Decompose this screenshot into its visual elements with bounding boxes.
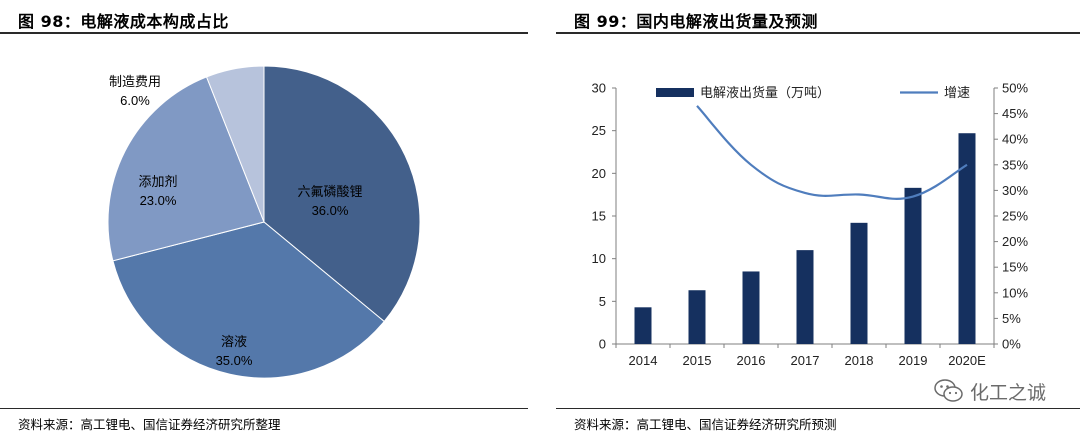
pie-panel-header: 图 98：电解液成本构成占比: [0, 0, 528, 34]
pie-slice-value-label: 36.0%: [312, 203, 349, 218]
bar-chart-title: 图 99：国内电解液出货量及预测: [574, 12, 818, 31]
pie-chart: 六氟磷酸锂 36.0% 溶液 35.0% 添加剂 23.0% 制造费用 6.0%: [107, 65, 421, 379]
right-y-tick-label: 30%: [1002, 183, 1028, 198]
pie-slice-value-label: 6.0%: [120, 93, 150, 108]
pie-chart-title: 图 98：电解液成本构成占比: [18, 12, 229, 31]
right-y-tick-label: 45%: [1002, 106, 1028, 121]
bar-panel-footer: 资料来源：高工锂电、国信证券经济研究所预测: [556, 408, 1080, 440]
left-y-tick-label: 0: [599, 337, 606, 352]
bar-line-chart: 0 5 10 15 20 25 30 0% 5% 10% 15% 20% 25% 30% 35% 40% 45%…: [592, 81, 1029, 369]
pie-slice: [107, 76, 265, 262]
legend-bar-swatch: [656, 88, 694, 97]
header-rule: [0, 32, 528, 34]
right-y-tick-label: 40%: [1002, 132, 1028, 147]
growth-line: [696, 105, 968, 200]
footer-rule: [0, 408, 528, 409]
wechat-icon: [934, 379, 963, 402]
pie-source-note: 资料来源：高工锂电、国信证券经济研究所整理: [18, 417, 281, 432]
pie-panel: 图 98：电解液成本构成占比 六氟磷酸锂 36.0% 溶液 35.0% 添加剂 23.0%…: [0, 0, 528, 440]
right-y-tick-label: 10%: [1002, 285, 1028, 300]
bar-panel: 图 99：国内电解液出货量及预测 0 5 10 15 20 25 30 0% 5% 10% 15% 2…: [556, 0, 1080, 440]
right-y-tick-label: 25%: [1002, 209, 1028, 224]
pie-slice: [263, 65, 421, 323]
bar: [688, 290, 706, 344]
right-y-tick-label: 20%: [1002, 234, 1028, 249]
left-y-tick-label: 5: [599, 294, 606, 309]
header-rule: [556, 32, 1080, 34]
legend-line-label: 增速: [944, 86, 970, 101]
pie-slice: [205, 65, 265, 223]
x-tick-label: 2016: [737, 353, 766, 368]
pie-panel-footer: 资料来源：高工锂电、国信证券经济研究所整理: [0, 408, 528, 440]
bar: [634, 307, 652, 344]
footer-rule: [556, 408, 1080, 409]
left-y-tick-label: 30: [592, 81, 606, 96]
right-y-tick-label: 50%: [1002, 81, 1028, 96]
x-tick-label: 2014: [629, 353, 658, 368]
bar: [742, 271, 760, 344]
pie-slice-label: 添加剂: [138, 175, 177, 190]
bar-source-note: 资料来源：高工锂电、国信证券经济研究所预测: [574, 417, 837, 432]
right-y-tick-label: 15%: [1002, 260, 1028, 275]
pie-slice-label: 溶液: [221, 335, 247, 350]
right-y-tick-label: 35%: [1002, 157, 1028, 172]
left-y-tick-label: 20: [592, 166, 606, 181]
left-y-tick-label: 15: [592, 209, 606, 224]
x-tick-label: 2020E: [948, 353, 986, 368]
pie-slice-value-label: 23.0%: [140, 193, 177, 208]
watermark-text: 化工之诚: [970, 381, 1047, 404]
x-tick-label: 2017: [791, 353, 820, 368]
x-tick-label: 2018: [845, 353, 874, 368]
x-tick-label: 2019: [899, 353, 928, 368]
left-y-tick-label: 10: [592, 251, 606, 266]
right-y-tick-label: 5%: [1002, 311, 1021, 326]
pie-slice-label: 制造费用: [109, 75, 161, 90]
right-y-tick-label: 0%: [1002, 337, 1021, 352]
pie-slice-value-label: 35.0%: [216, 353, 253, 368]
bar: [796, 250, 814, 344]
bar: [904, 187, 922, 344]
x-tick-label: 2015: [683, 353, 712, 368]
legend-bar-label: 电解液出货量（万吨）: [700, 85, 830, 101]
pie-slice-label: 六氟磷酸锂: [297, 185, 362, 200]
left-y-tick-label: 25: [592, 123, 606, 138]
bar-panel-header: 图 99：国内电解液出货量及预测: [556, 0, 1080, 34]
bar: [850, 222, 868, 344]
watermark: 化工之诚: [934, 376, 1046, 406]
pie-slice: [112, 221, 385, 379]
bar: [958, 133, 976, 344]
